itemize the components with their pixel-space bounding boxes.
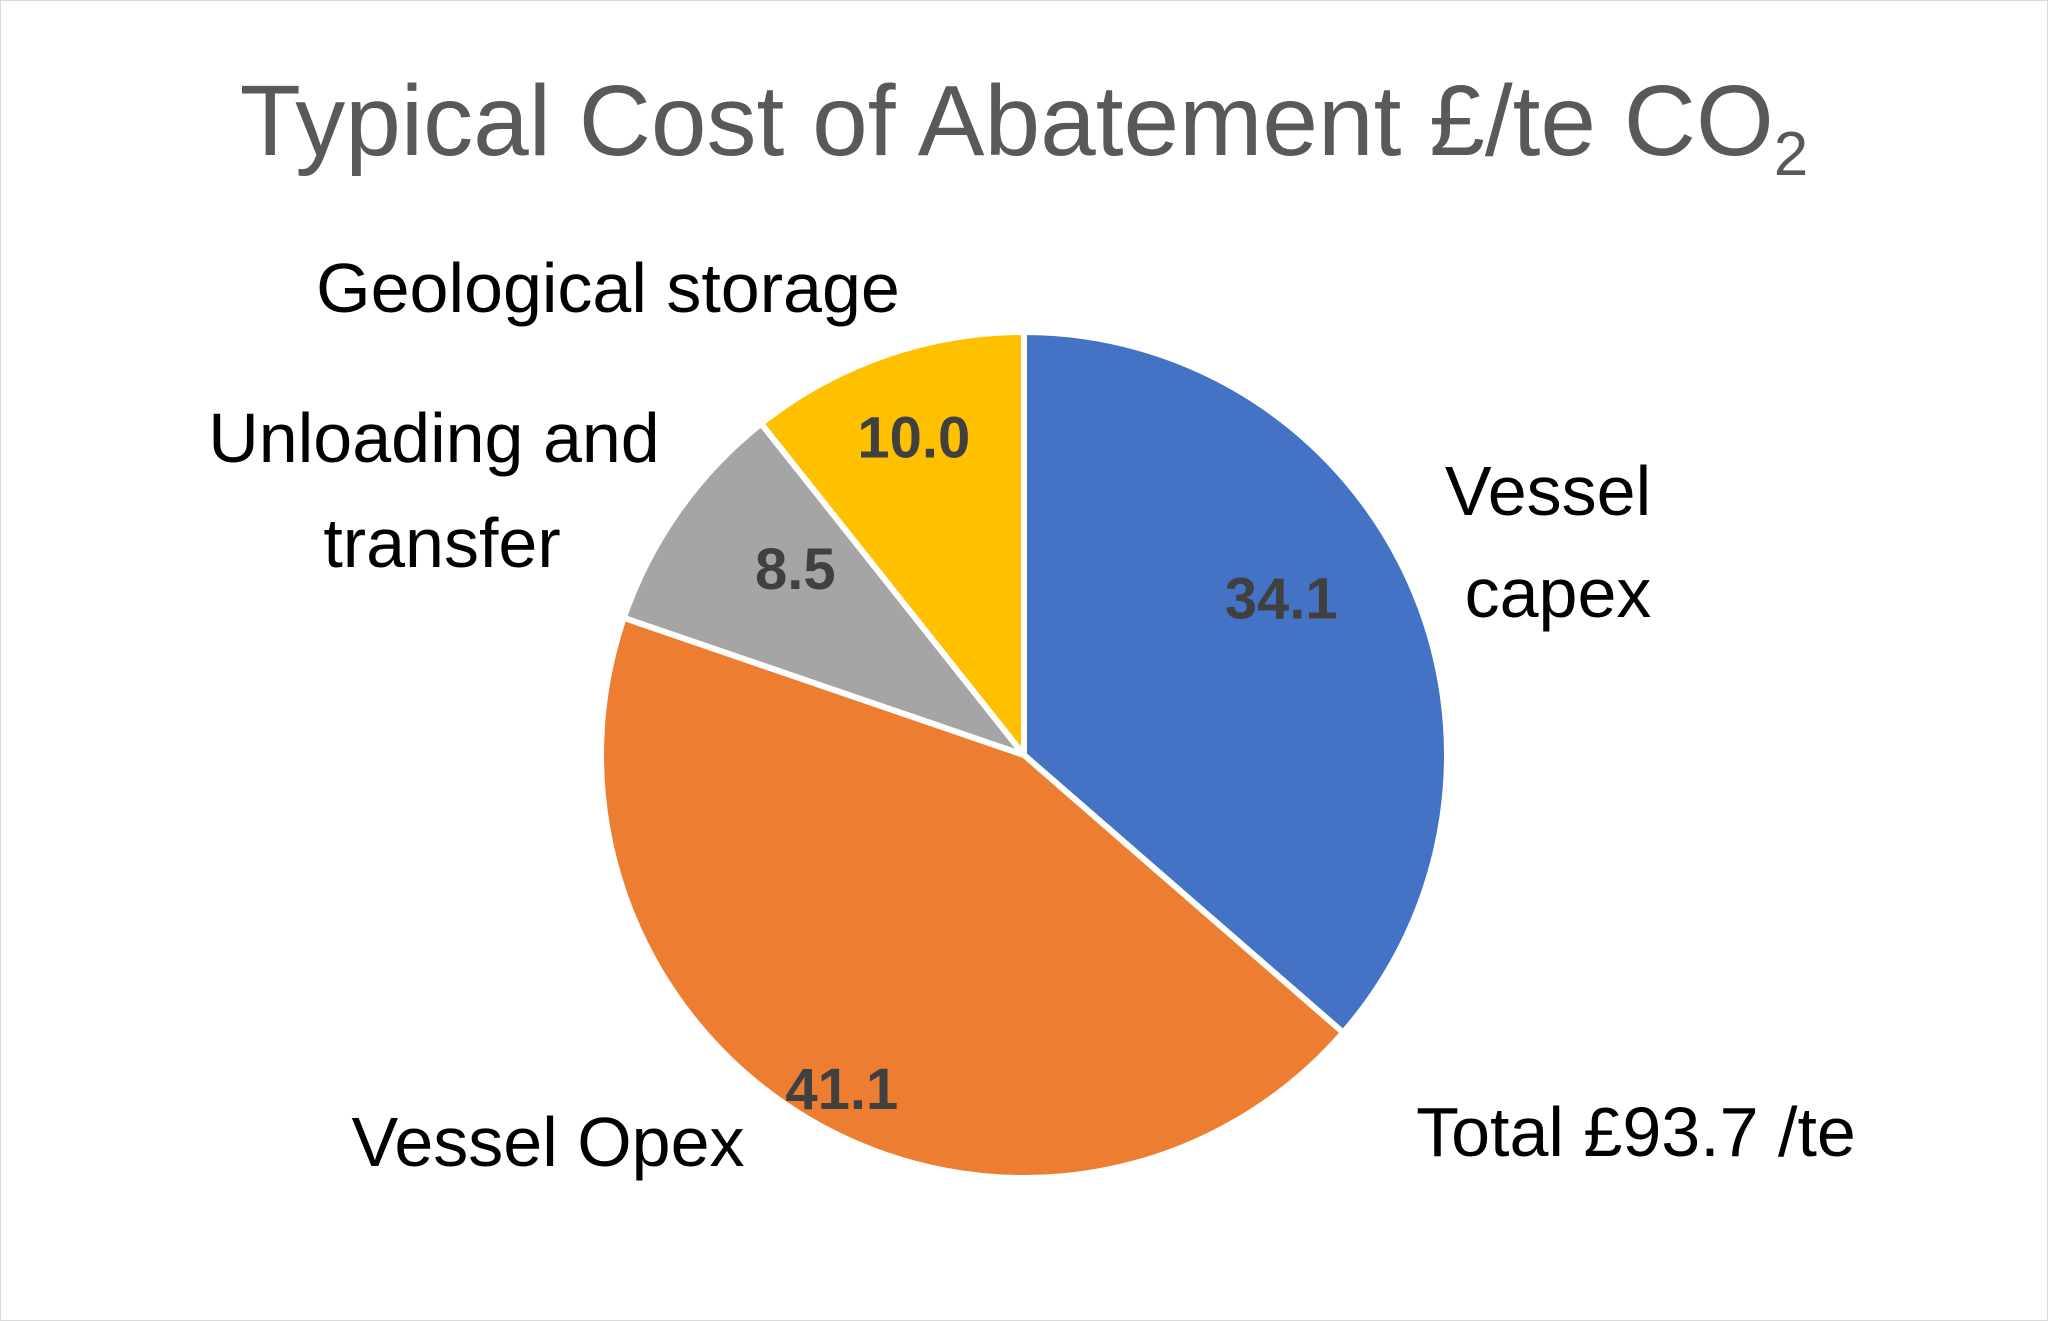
category-label-vessel-opex: Vessel Opex xyxy=(352,1103,745,1181)
data-label-geological: 10.0 xyxy=(857,405,970,470)
slice-vessel-opex xyxy=(598,614,1347,1181)
slice-vessel-capex xyxy=(1021,329,1450,1036)
total-annotation: Total £93.7 /te xyxy=(1416,1093,1856,1171)
category-label-vessel-capex-line2: capex xyxy=(1465,554,1652,632)
category-label-vessel-capex-line1: Vessel xyxy=(1445,452,1651,530)
chart-title: Typical Cost of Abatement £/te CO2 xyxy=(240,65,1809,189)
slice-unloading xyxy=(620,420,1027,758)
data-label-vessel-capex: 34.1 xyxy=(1225,567,1338,632)
category-label-unloading-line2: transfer xyxy=(323,504,560,582)
category-label-unloading-line1: Unloading and xyxy=(208,399,659,477)
slice-geological xyxy=(758,329,1027,758)
category-label-geological: Geological storage xyxy=(316,249,900,327)
pie-slices xyxy=(598,329,1450,1181)
data-label-vessel-opex: 41.1 xyxy=(785,1057,898,1122)
chart-title-main: Typical Cost of Abatement £/te CO xyxy=(240,65,1774,177)
data-label-unloading: 8.5 xyxy=(755,537,836,602)
chart-title-subscript: 2 xyxy=(1774,120,1808,189)
